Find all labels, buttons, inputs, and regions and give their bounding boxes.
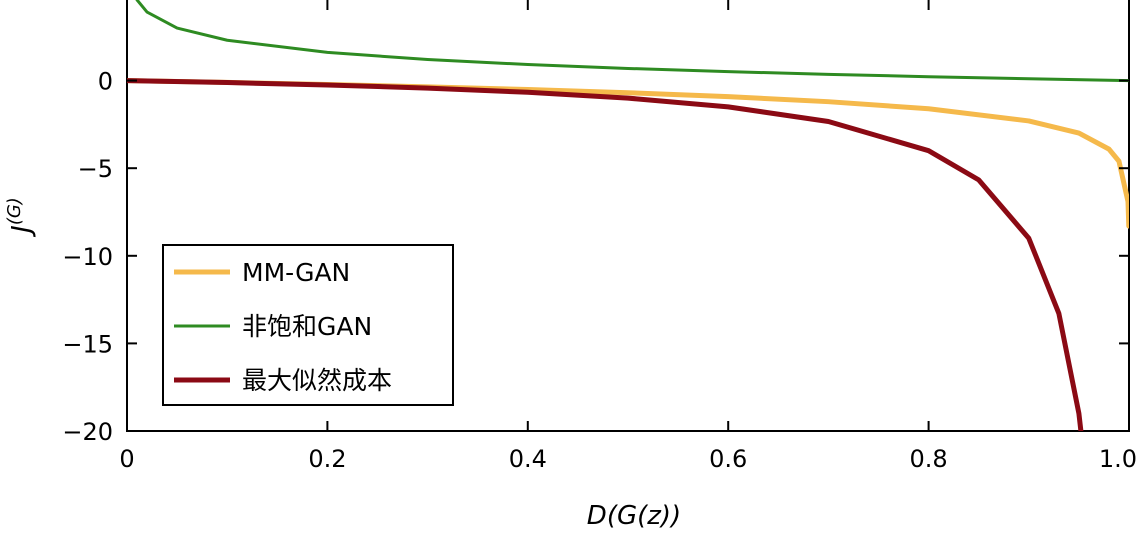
y-axis-label: J(G): [4, 197, 38, 238]
series-line-2: [135, 0, 1129, 83]
y-tick-label: 0: [98, 68, 113, 96]
x-axis-label: D(G(z)): [587, 501, 681, 531]
x-tick-label: 0.2: [308, 445, 346, 473]
y-tick-label: −20: [62, 418, 113, 446]
x-tick-label: 0.4: [509, 445, 547, 473]
x-tick-label: 0.6: [709, 445, 747, 473]
legend-label: MM-GAN: [242, 258, 350, 287]
y-tick-label: −10: [62, 243, 113, 271]
y-tick-label: −15: [62, 330, 113, 358]
legend: MM-GAN 非饱和GAN 最大似然成本: [162, 244, 454, 406]
x-tick-label: 0: [119, 445, 134, 473]
series-line-1: [127, 78, 1129, 229]
x-tick-label: 0.8: [910, 445, 948, 473]
x-tick-label: 1.0: [1099, 445, 1137, 473]
series-line-3: [127, 78, 1084, 431]
legend-label: 非饱和GAN: [242, 312, 372, 341]
y-tick-label: −5: [78, 155, 113, 183]
legend-label: 最大似然成本: [242, 366, 392, 395]
